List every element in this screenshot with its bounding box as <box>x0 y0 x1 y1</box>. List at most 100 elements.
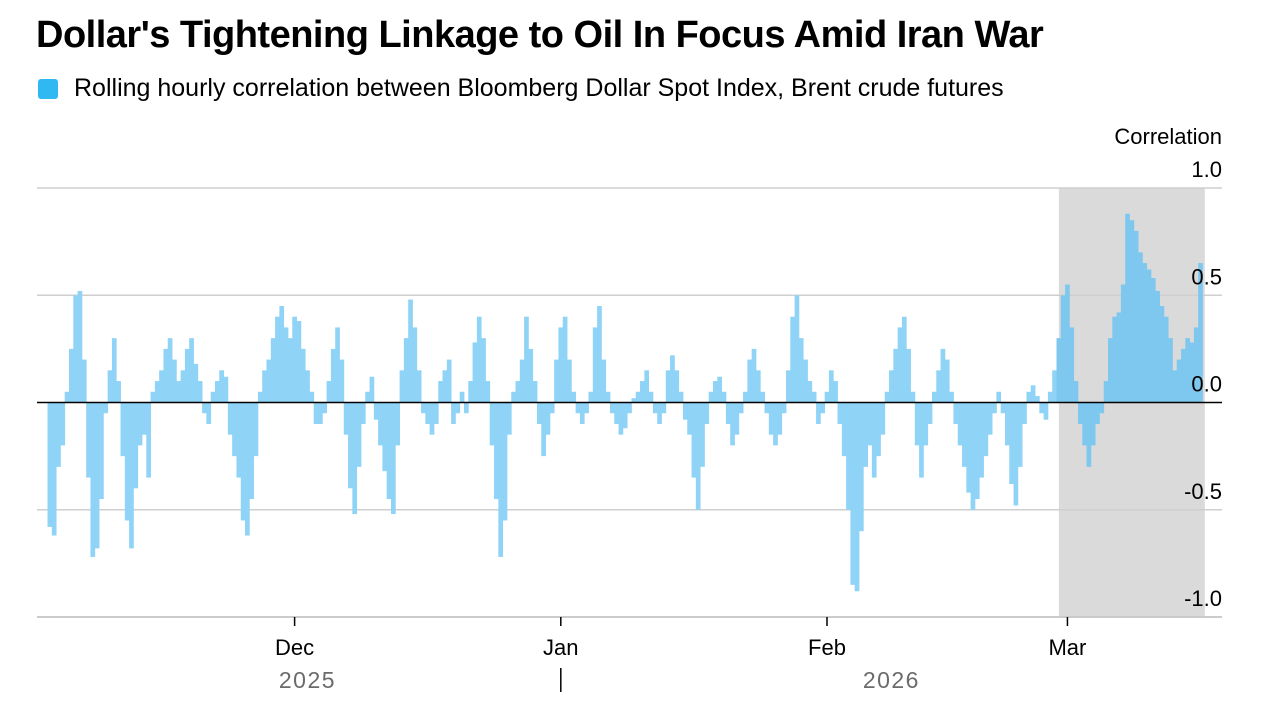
bar <box>60 402 66 446</box>
bar <box>674 370 680 403</box>
bar <box>910 391 916 403</box>
bar <box>150 391 156 403</box>
bar <box>399 370 405 403</box>
bar <box>1009 402 1014 485</box>
bar <box>880 402 886 435</box>
bar <box>743 391 748 403</box>
bar <box>64 391 70 403</box>
bar <box>73 295 78 403</box>
x-tick-label: Jan <box>543 635 578 660</box>
bar <box>1150 278 1156 403</box>
y-tick-label: 0.5 <box>1191 264 1222 289</box>
bar <box>219 370 224 403</box>
bar <box>81 359 87 403</box>
bar <box>1022 402 1027 424</box>
bar <box>983 402 989 457</box>
bar <box>605 391 611 403</box>
bar <box>210 391 216 403</box>
bar <box>176 381 182 403</box>
bar <box>1047 391 1053 403</box>
bar <box>846 402 851 510</box>
bar <box>498 402 504 557</box>
bar <box>476 316 482 403</box>
bar <box>700 402 705 467</box>
bar <box>425 402 431 424</box>
bar <box>1185 338 1190 403</box>
bar <box>966 402 972 493</box>
bar <box>1099 402 1105 414</box>
bar <box>129 402 134 549</box>
bar <box>94 402 100 549</box>
bar <box>974 402 980 500</box>
bar <box>1077 402 1083 424</box>
y-tick-label: 0.0 <box>1191 372 1222 397</box>
bar <box>979 402 984 478</box>
bar <box>438 381 443 403</box>
bar <box>871 402 877 478</box>
bar <box>120 402 126 457</box>
bar <box>554 359 559 403</box>
bar <box>391 402 396 515</box>
bar <box>395 402 400 446</box>
bar <box>820 402 826 414</box>
bar <box>1125 213 1130 403</box>
bar <box>184 348 190 403</box>
bar <box>708 391 714 403</box>
bar <box>1155 290 1160 403</box>
bar <box>154 381 160 403</box>
y-tick-label: -0.5 <box>1184 479 1222 504</box>
bar <box>682 402 688 420</box>
bar <box>378 402 383 446</box>
bar <box>528 348 534 403</box>
bar <box>618 402 624 435</box>
bar <box>777 402 783 435</box>
bar <box>957 402 963 446</box>
x-tick-label: Dec <box>275 635 314 660</box>
bar <box>309 391 315 403</box>
bar <box>1129 220 1135 403</box>
bar <box>661 402 667 414</box>
bar <box>111 338 117 403</box>
bar <box>614 402 619 424</box>
bar <box>850 402 856 585</box>
bar <box>781 402 787 414</box>
bar <box>356 402 362 467</box>
bar <box>996 391 1002 403</box>
bar <box>859 402 864 532</box>
bar <box>627 402 632 414</box>
bar <box>962 402 967 467</box>
bar <box>631 398 637 403</box>
bar <box>1013 402 1019 506</box>
bar <box>713 381 718 403</box>
bar <box>545 402 551 435</box>
bar <box>459 391 465 403</box>
bar <box>798 338 804 403</box>
bar <box>532 381 538 403</box>
bar <box>287 338 293 403</box>
bar <box>1120 284 1126 403</box>
bar <box>137 402 143 446</box>
bar <box>511 391 516 403</box>
bar <box>867 402 873 446</box>
bar <box>678 391 684 403</box>
bar <box>863 402 868 467</box>
bar <box>86 402 91 478</box>
bar <box>704 402 710 424</box>
bar <box>468 381 473 403</box>
bar <box>889 370 894 403</box>
bar <box>747 359 753 403</box>
bar <box>1000 402 1006 414</box>
bar <box>897 327 903 403</box>
bar <box>300 348 306 403</box>
bar <box>597 305 602 403</box>
bar <box>1172 370 1178 403</box>
bar <box>584 402 589 414</box>
bar <box>592 327 598 403</box>
bar <box>141 402 147 435</box>
bar <box>764 402 770 414</box>
bar <box>953 402 959 424</box>
legend-swatch <box>38 78 58 99</box>
bar <box>794 295 800 403</box>
bar <box>657 402 662 424</box>
